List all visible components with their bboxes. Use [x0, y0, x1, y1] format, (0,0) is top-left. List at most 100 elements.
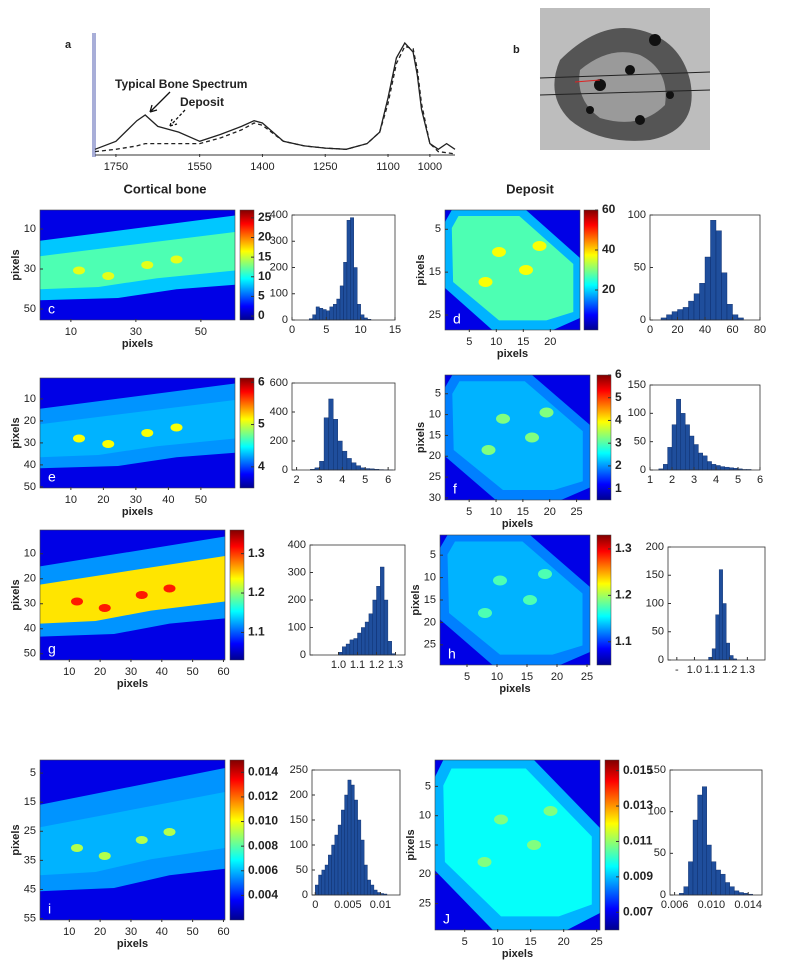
- histogram-bar: [685, 424, 690, 471]
- histogram-bar: [337, 440, 343, 471]
- y-tick-label: 5: [425, 780, 431, 792]
- histogram-bar: [711, 464, 717, 471]
- colorbar: [596, 534, 612, 666]
- histogram-bar: [677, 309, 684, 321]
- heatmap-spot: [163, 584, 176, 593]
- histogram-bar: [704, 256, 711, 321]
- heatmap-spot: [135, 591, 148, 599]
- y-tick-label: 25: [429, 471, 441, 483]
- x-tick-label: 1: [647, 474, 653, 486]
- heatmap: [440, 535, 590, 665]
- histogram-bar: [724, 466, 730, 471]
- x-tick-label: 5: [735, 474, 741, 486]
- colorbar: [596, 374, 612, 501]
- histogram-bar: [343, 262, 348, 321]
- y-tick-label: 10: [429, 408, 441, 420]
- y-axis-label: pixels: [415, 254, 427, 285]
- histogram-bar: [357, 632, 362, 656]
- histogram-bar: [328, 398, 334, 471]
- colorbar: [239, 377, 255, 489]
- x-tick-label: 10: [490, 336, 502, 348]
- histogram-bar: [726, 642, 730, 661]
- y-tick-label: 15: [424, 594, 436, 606]
- x-tick-label: 10: [65, 494, 77, 506]
- x-tick-label: 80: [754, 324, 766, 336]
- histogram-bar: [351, 462, 357, 471]
- heatmap-region: [447, 541, 583, 655]
- x-tick-label: 20: [544, 506, 556, 518]
- heatmap-spot: [170, 423, 183, 432]
- histogram-bar: [697, 794, 703, 896]
- x-tick-label: 20: [97, 494, 109, 506]
- colorbar-tick-label: 60: [602, 202, 616, 216]
- y-tick-label: 30: [429, 492, 441, 504]
- colorbar-tick-label: 10: [258, 269, 272, 283]
- x-tick-label: 0.005: [334, 899, 362, 911]
- colorbar-tick-label: 15: [258, 249, 272, 263]
- colorbar: [604, 759, 620, 931]
- histogram-bar: [321, 869, 326, 896]
- heatmap-spot: [98, 604, 111, 612]
- x-tick-label: 40: [156, 666, 168, 678]
- y-tick-label: 15: [429, 266, 441, 278]
- y-tick-label: 100: [628, 209, 646, 221]
- axes-frame: [669, 769, 763, 896]
- y-tick-label: 5: [435, 388, 441, 400]
- heatmap-frame: [39, 759, 226, 921]
- x-axis-label: pixels: [122, 338, 153, 350]
- y-tick-label: 50: [634, 261, 646, 273]
- x-tick-label: 1000: [418, 161, 442, 173]
- histogram-bar: [341, 809, 345, 896]
- histogram-bar: [711, 648, 716, 661]
- panel-label: f: [453, 481, 457, 497]
- x-tick-label: 1250: [313, 161, 337, 173]
- x-tick-label: 40: [156, 926, 168, 938]
- x-tick-label: 6: [757, 474, 763, 486]
- histogram-bar: [699, 283, 706, 321]
- histogram-bar: [357, 819, 362, 896]
- heatmap-frame: [444, 374, 591, 501]
- y-tick-label: 0: [640, 314, 646, 326]
- colorbar-tick-label: 3: [615, 435, 622, 449]
- colorbar-tick-label: 0: [258, 308, 265, 322]
- histogram-bar: [361, 627, 366, 656]
- y-tick-label: 50: [296, 864, 308, 876]
- colorbar-tick-label: 5: [258, 417, 265, 431]
- x-tick-label: 1100: [376, 161, 400, 173]
- colorbar-tick-label: 1: [615, 481, 622, 495]
- colorbar-tick-label: 5: [615, 390, 622, 404]
- x-tick-label: 1.3: [388, 659, 403, 671]
- heatmap-spot: [532, 241, 547, 251]
- x-tick-label: 0.014: [734, 899, 762, 911]
- colorbar-tick-label: 0.014: [248, 764, 278, 778]
- histogram-bar: [344, 794, 349, 896]
- y-tick-label: 200: [290, 789, 308, 801]
- x-tick-label: 5: [464, 671, 470, 683]
- histogram-bar: [682, 307, 689, 321]
- histogram-bar: [680, 413, 686, 471]
- y-axis-label: pixels: [10, 417, 22, 448]
- y-tick-label: 20: [429, 450, 441, 462]
- heatmap-spot: [170, 255, 183, 264]
- colorbar-tick-label: 5: [258, 289, 265, 303]
- x-tick-label: 50: [187, 926, 199, 938]
- histogram-bar: [710, 220, 717, 321]
- y-tick-label: 50: [634, 436, 646, 448]
- histogram-bar: [373, 889, 378, 896]
- y-tick-label: 50: [654, 847, 666, 859]
- y-tick-label: 5: [430, 549, 436, 561]
- heatmap: [40, 530, 225, 660]
- colorbar-tick-label: 0.006: [248, 863, 278, 877]
- colorbar-tick-label: 1.1: [248, 625, 265, 639]
- y-tick-label: 200: [270, 435, 288, 447]
- colorbar-tick-label: 0.009: [623, 869, 653, 883]
- y-tick-label: 200: [270, 261, 288, 273]
- x-tick-label: 4: [713, 474, 719, 486]
- histogram-bar: [732, 314, 739, 321]
- x-tick-label: 1.2: [369, 659, 384, 671]
- y-tick-label: 50: [24, 303, 36, 315]
- histogram-bar: [387, 641, 392, 656]
- y-tick-label: 300: [288, 566, 306, 578]
- y-tick-label: 10: [24, 548, 36, 560]
- histogram-bar: [729, 886, 735, 896]
